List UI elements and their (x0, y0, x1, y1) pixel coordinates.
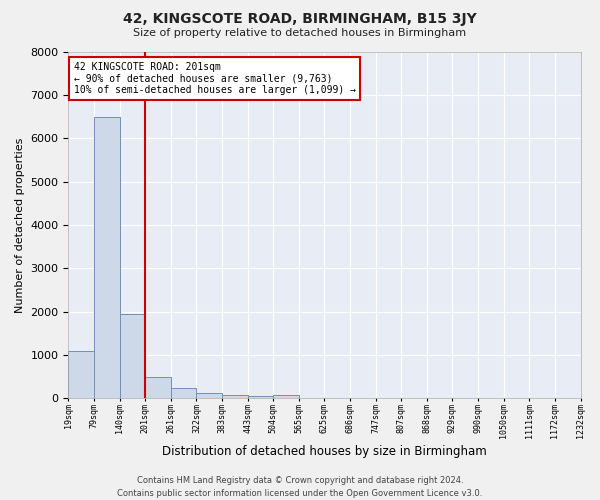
Bar (145, 376, 171, 398)
Bar (248, 396, 273, 398)
Y-axis label: Number of detached properties: Number of detached properties (15, 138, 25, 312)
X-axis label: Distribution of detached houses by size in Birmingham: Distribution of detached houses by size … (162, 444, 487, 458)
Bar (119, 314, 145, 398)
Bar (94, 116, 119, 398)
Text: Size of property relative to detached houses in Birmingham: Size of property relative to detached ho… (133, 28, 467, 38)
Bar (171, 388, 196, 398)
Text: 42 KINGSCOTE ROAD: 201sqm
← 90% of detached houses are smaller (9,763)
10% of se: 42 KINGSCOTE ROAD: 201sqm ← 90% of detac… (74, 62, 356, 95)
Bar (273, 396, 299, 398)
Bar (68, 350, 94, 399)
Bar (196, 393, 222, 398)
Bar (222, 395, 248, 398)
Text: 42, KINGSCOTE ROAD, BIRMINGHAM, B15 3JY: 42, KINGSCOTE ROAD, BIRMINGHAM, B15 3JY (123, 12, 477, 26)
Text: Contains HM Land Registry data © Crown copyright and database right 2024.
Contai: Contains HM Land Registry data © Crown c… (118, 476, 482, 498)
